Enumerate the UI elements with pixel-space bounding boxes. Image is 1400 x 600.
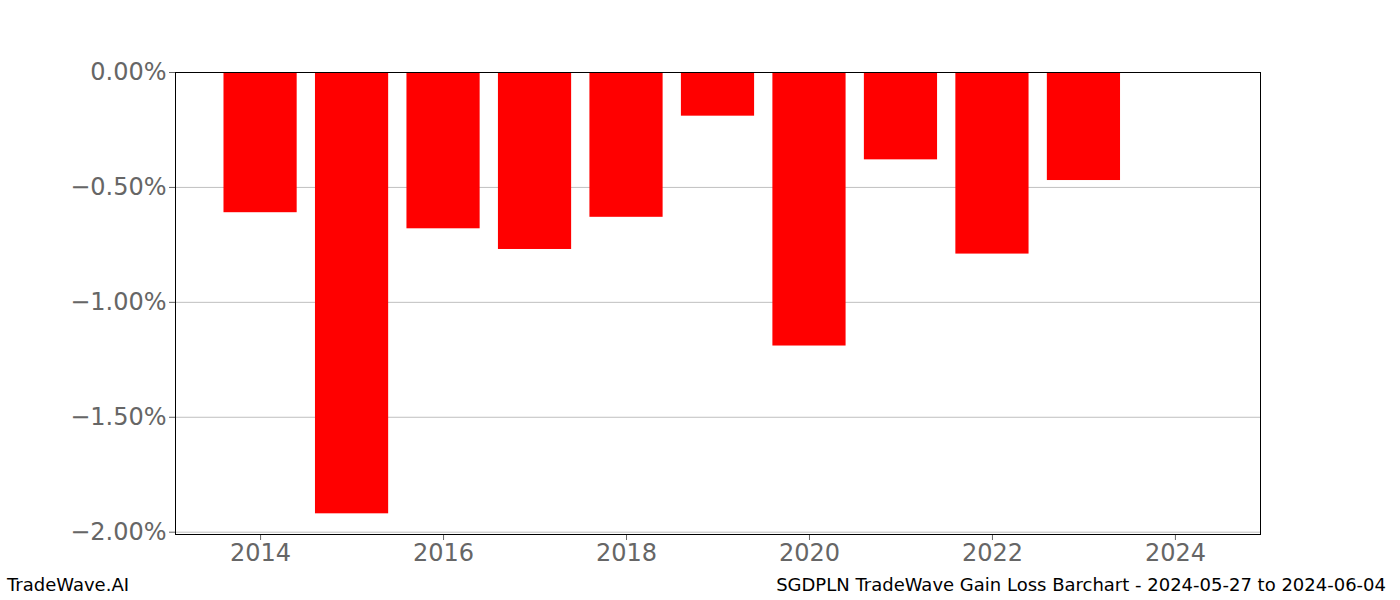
svg-text:−1.00%: −1.00% — [70, 288, 166, 316]
html-text:TradeWave.AI: TradeWave.AI — [7, 574, 129, 595]
svg-text:2020: 2020 — [779, 539, 840, 567]
html-text:SGDPLN TradeWave Gain Loss Bar: SGDPLN TradeWave Gain Loss Barchart - 20… — [776, 574, 1386, 595]
svg-text:2024: 2024 — [1145, 539, 1206, 567]
svg-text:−1.50%: −1.50% — [70, 403, 166, 431]
svg-text:2014: 2014 — [230, 539, 291, 567]
svg-text:−0.50%: −0.50% — [70, 173, 166, 201]
svg-text:−2.00%: −2.00% — [70, 518, 166, 546]
svg-text:2018: 2018 — [596, 539, 657, 567]
svg-text:2016: 2016 — [413, 539, 474, 567]
svg-text:0.00%: 0.00% — [90, 58, 166, 86]
svg-text:2022: 2022 — [962, 539, 1023, 567]
